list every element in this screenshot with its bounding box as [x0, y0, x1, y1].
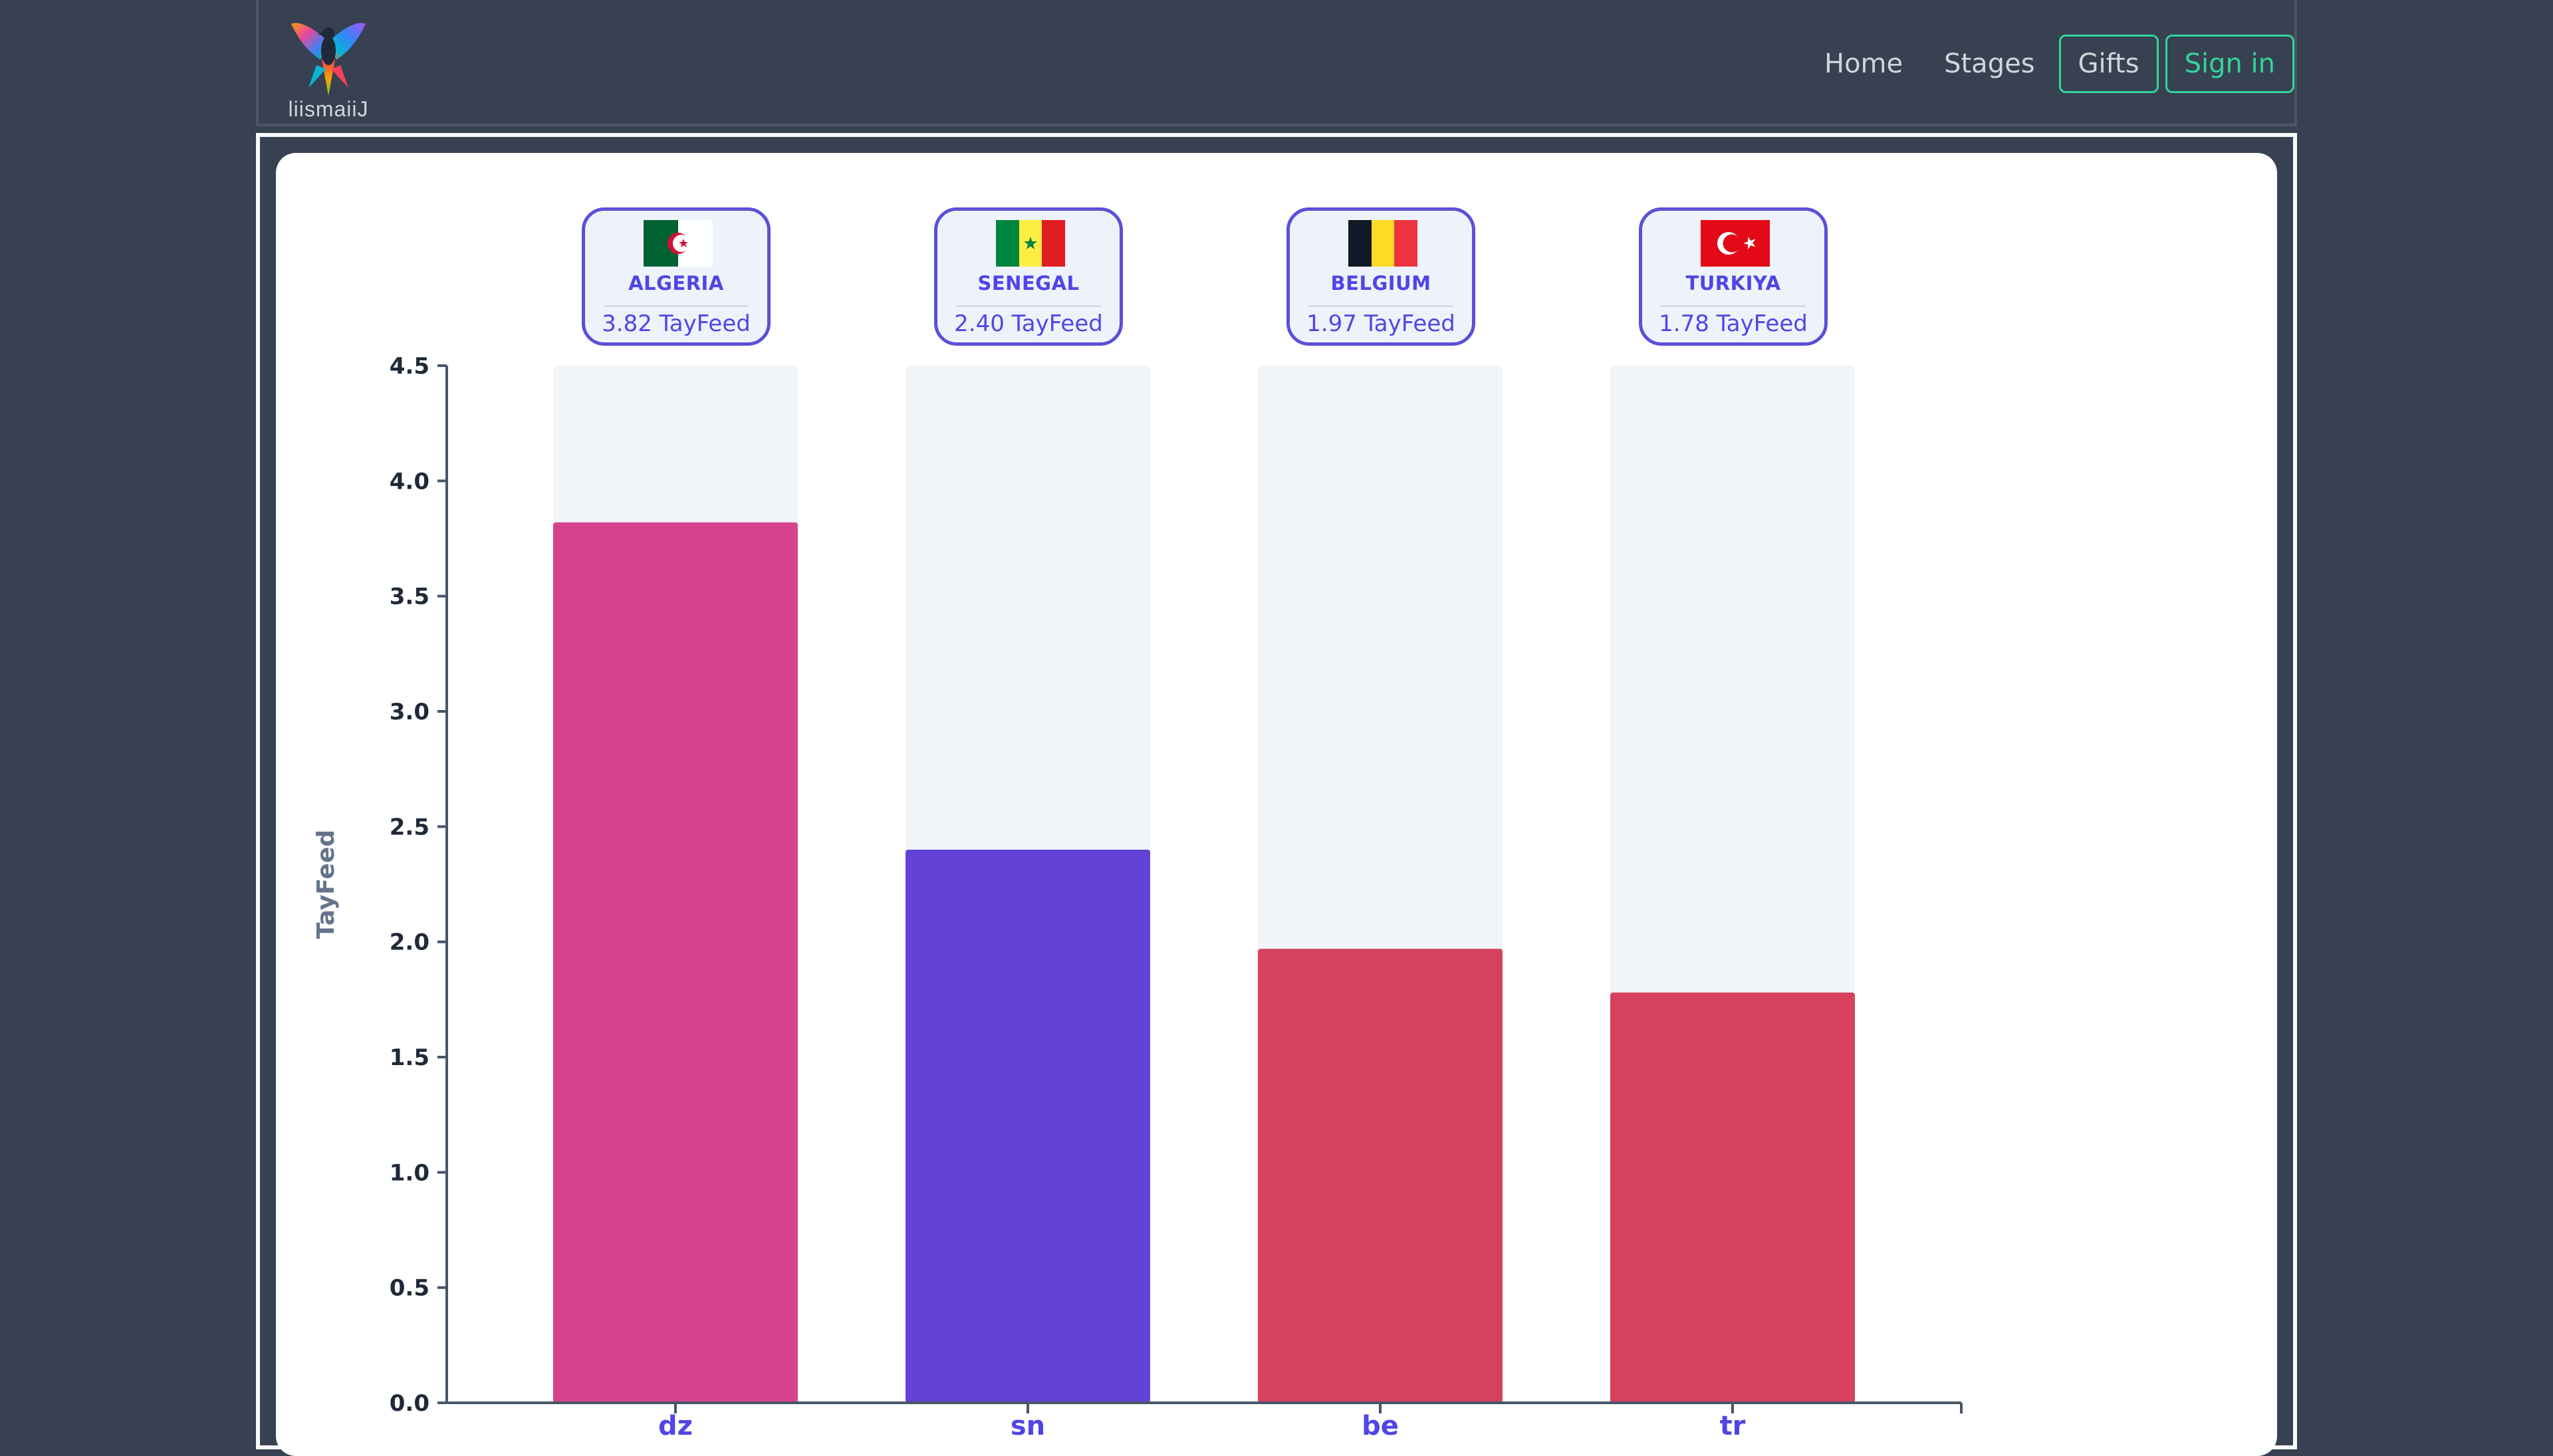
x-tick-label: be — [1362, 1411, 1399, 1436]
phoenix-logo-icon — [291, 23, 366, 96]
y-tick-label: 2.5 — [390, 814, 429, 840]
y-tick-label: 1.5 — [390, 1044, 429, 1071]
country-badge-senegal[interactable]: SENEGAL 2.40 TayFeed — [934, 207, 1123, 346]
country-value: 1.78 TayFeed — [1659, 310, 1808, 337]
nav-links: Home Stages Gifts Sign in — [1807, 33, 2294, 94]
x-tick-label: dz — [658, 1411, 693, 1436]
bar-be[interactable] — [1258, 949, 1503, 1403]
badge-divider — [1661, 305, 1806, 307]
y-tick-label: 1.0 — [390, 1159, 429, 1186]
gifts-button[interactable]: Gifts — [2058, 35, 2159, 93]
nav-stages-link[interactable]: Stages — [1944, 49, 2035, 79]
bar-tr[interactable] — [1610, 992, 1855, 1403]
algeria-flag-icon — [644, 220, 713, 267]
belgium-flag-icon — [1348, 220, 1417, 267]
y-tick-label: 0.5 — [390, 1275, 429, 1302]
country-name: BELGIUM — [1330, 272, 1431, 295]
country-name: TURKIYA — [1685, 272, 1781, 295]
x-tick-label: tr — [1720, 1411, 1746, 1436]
x-tick-label: sn — [1011, 1411, 1045, 1436]
y-tick-label: 4.5 — [390, 353, 429, 380]
y-axis-title: TayFeed — [312, 830, 340, 939]
y-tick-label: 2.0 — [390, 929, 429, 956]
country-name: ALGERIA — [628, 272, 724, 295]
badge-divider — [604, 305, 749, 307]
country-badge-belgium[interactable]: BELGIUM 1.97 TayFeed — [1286, 207, 1475, 346]
bar-dz[interactable] — [553, 522, 798, 1403]
senegal-flag-icon — [996, 220, 1065, 267]
country-name: SENEGAL — [977, 272, 1080, 295]
y-tick-label: 3.5 — [390, 584, 429, 610]
country-value: 1.97 TayFeed — [1306, 310, 1455, 337]
nav-home-link[interactable]: Home — [1824, 49, 1903, 79]
country-badge-algeria[interactable]: ALGERIA 3.82 TayFeed — [582, 207, 771, 346]
badge-divider — [1308, 305, 1453, 307]
y-tick-label: 0.0 — [390, 1390, 429, 1417]
navbar: liismaiiJ Home Stages Gifts Sign in — [256, 0, 2297, 126]
country-value: 3.82 TayFeed — [602, 310, 751, 337]
turkey-flag-icon — [1701, 220, 1770, 267]
y-tick-label: 4.0 — [390, 468, 429, 495]
country-value: 2.40 TayFeed — [954, 310, 1103, 337]
y-tick-label: 3.0 — [390, 699, 429, 725]
logo-text: liismaiiJ — [288, 97, 369, 121]
badge-divider — [956, 305, 1101, 307]
sign-in-button[interactable]: Sign in — [2165, 35, 2294, 93]
logo-link[interactable]: liismaiiJ — [285, 5, 372, 122]
bar-sn[interactable] — [906, 850, 1150, 1403]
country-badge-turkiya[interactable]: TURKIYA 1.78 TayFeed — [1639, 207, 1828, 346]
